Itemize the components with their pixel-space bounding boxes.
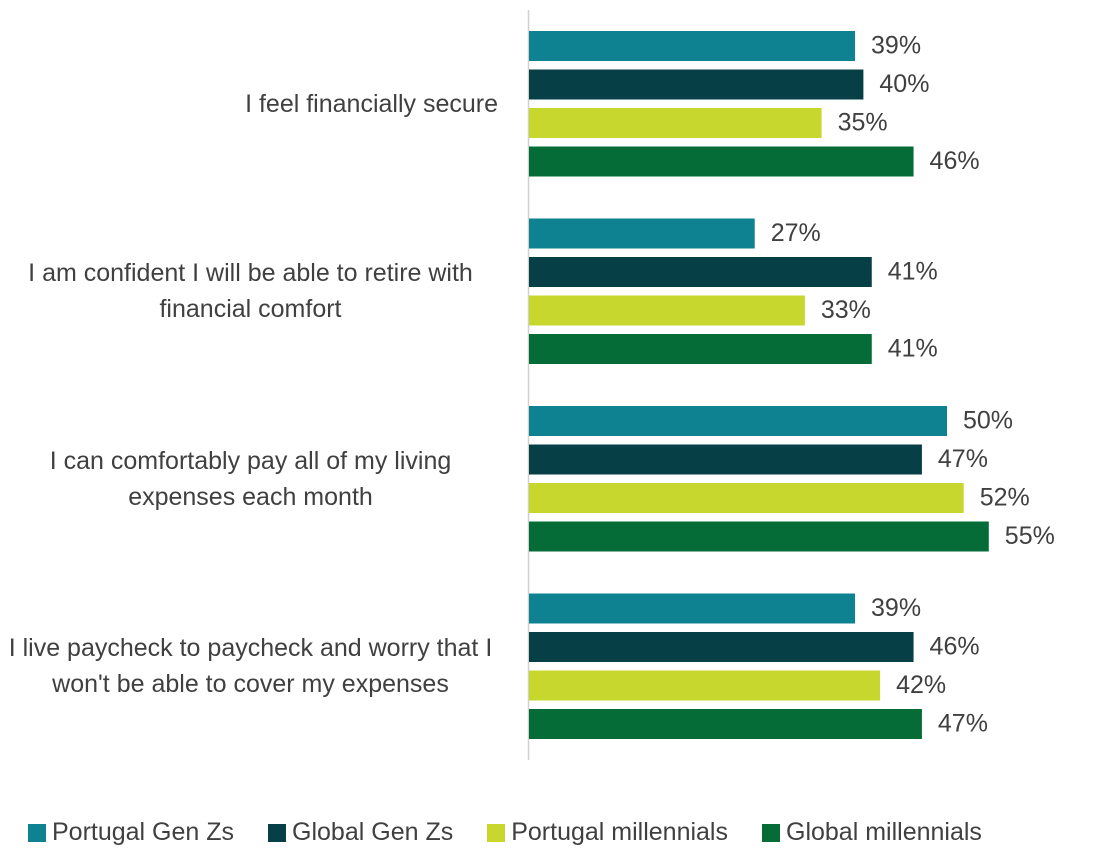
bar: [529, 593, 856, 624]
legend-label: Portugal Gen Zs: [52, 818, 235, 846]
value-label: 46%: [930, 633, 980, 661]
bar: [529, 483, 964, 513]
legend-item: Global Gen Zs: [268, 818, 453, 847]
bar: [529, 146, 914, 177]
bar: [529, 521, 989, 552]
value-label: 33%: [821, 296, 871, 324]
bar: [529, 406, 947, 436]
value-label: 50%: [963, 407, 1013, 435]
value-label: 55%: [1005, 522, 1055, 550]
bar: [529, 69, 864, 100]
legend-item: Portugal millennials: [487, 818, 728, 847]
legend-label: Global Gen Zs: [292, 818, 454, 846]
category-label: I live paycheck to paycheck and worry th…: [8, 634, 493, 699]
value-label: 47%: [938, 445, 988, 473]
value-label: 41%: [888, 335, 938, 363]
bar: [529, 632, 914, 662]
category-label: I can comfortably pay all of my living e…: [49, 446, 452, 511]
bar: [529, 218, 755, 249]
value-label: 52%: [980, 484, 1030, 512]
value-label: 39%: [871, 594, 921, 622]
value-label: 41%: [888, 258, 938, 286]
bar: [529, 444, 922, 475]
bar: [529, 257, 872, 287]
bar: [529, 108, 822, 138]
value-label: 35%: [838, 109, 888, 137]
value-label: 46%: [930, 147, 980, 175]
legend-item: Portugal Gen Zs: [28, 818, 234, 847]
value-label: 40%: [879, 70, 929, 98]
bar: [529, 295, 805, 326]
bar: [529, 334, 872, 364]
bar: [529, 670, 881, 701]
category-label: I am confident I will be able to retire …: [28, 259, 473, 324]
legend-swatch: [487, 823, 506, 842]
bar: [529, 31, 856, 61]
legend-label: Global millennials: [786, 818, 982, 846]
category-label: I feel financially secure: [245, 89, 498, 118]
value-label: 42%: [896, 671, 946, 699]
value-label: 39%: [871, 32, 921, 60]
legend-item: Global millennials: [762, 818, 982, 847]
legend: Portugal Gen Zs Global Gen Zs Portugal mil…: [28, 818, 982, 847]
value-label: 47%: [938, 710, 988, 738]
bar: [529, 709, 922, 739]
value-label: 27%: [771, 219, 821, 247]
legend-label: Portugal millennials: [511, 818, 728, 846]
legend-swatch: [268, 823, 287, 842]
legend-swatch: [762, 823, 780, 842]
legend-swatch: [28, 823, 46, 842]
